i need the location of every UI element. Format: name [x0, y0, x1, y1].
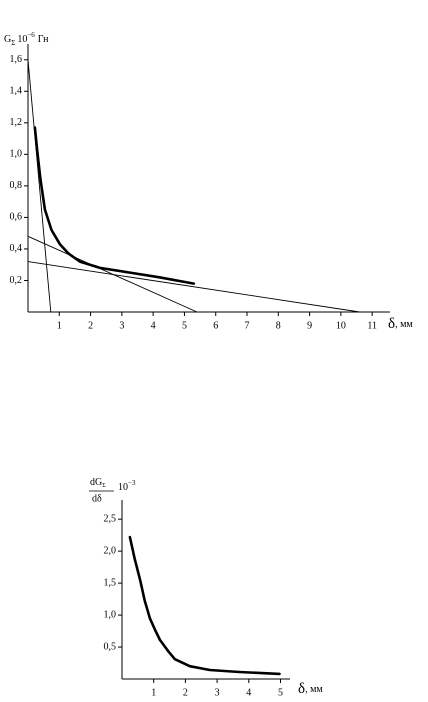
y-tick-label: 1,2 — [10, 117, 23, 128]
y-tick-label: 2,0 — [104, 545, 117, 556]
y-tick-label: 1,5 — [104, 577, 117, 588]
y-tick-label: 0,4 — [10, 243, 23, 254]
y-tick-label: 1,4 — [10, 86, 23, 97]
y-axis-label-factor: 10−3 — [118, 479, 136, 494]
y-axis-label: GΣ 10−6 Гн — [4, 31, 49, 47]
series-line — [27, 261, 361, 313]
x-tick-label: 10 — [336, 320, 346, 331]
subscript: Σ — [11, 39, 15, 47]
x-tick-label: 3 — [119, 320, 124, 331]
x-tick-label: 6 — [213, 320, 218, 331]
y-tick-label: 0,5 — [104, 641, 117, 652]
x-tick-label: 4 — [246, 687, 251, 698]
series-line — [27, 59, 52, 313]
numerator: dG — [90, 477, 102, 488]
exponent: −6 — [27, 31, 35, 39]
y-tick-label: 1,0 — [10, 149, 23, 160]
x-axis-label: δ, мм — [388, 316, 413, 332]
y-axis-label-denominator: dδ — [92, 493, 102, 504]
y-tick-label: 1,6 — [10, 54, 23, 65]
x-tick-label: 1 — [57, 320, 62, 331]
y-tick-label: 0,6 — [10, 212, 23, 223]
unit: , мм — [305, 684, 323, 695]
x-tick-label: 7 — [245, 320, 250, 331]
x-tick-label: 3 — [215, 687, 220, 698]
y-tick-label: 2,5 — [104, 513, 117, 524]
x-tick-label: 9 — [307, 320, 312, 331]
subscript: Σ — [102, 483, 106, 489]
y-tick-label: 0,8 — [10, 180, 23, 191]
x-axis-label: δ, мм — [298, 681, 323, 697]
x-tick-label: 8 — [276, 320, 281, 331]
symbol: δ — [298, 681, 305, 697]
y-tick-label: 1,0 — [104, 609, 117, 620]
x-tick-label: 4 — [151, 320, 156, 331]
symbol: G — [4, 34, 11, 45]
x-tick-label: 1 — [151, 687, 156, 698]
series-line — [33, 126, 196, 285]
x-tick-label: 2 — [88, 320, 93, 331]
factor: 10 — [17, 34, 27, 45]
x-tick-label: 5 — [278, 687, 283, 698]
x-tick-label: 11 — [367, 320, 377, 331]
x-tick-label: 5 — [182, 320, 187, 331]
exponent: −3 — [128, 479, 136, 487]
unit: Гн — [38, 34, 49, 45]
x-tick-label: 2 — [183, 687, 188, 698]
factor: 10 — [118, 482, 128, 493]
unit: , мм — [395, 319, 413, 330]
series-line — [128, 535, 281, 676]
symbol: δ — [388, 316, 395, 332]
y-tick-label: 0,2 — [10, 275, 23, 286]
y-axis-label-numerator: dGΣ — [90, 477, 106, 489]
